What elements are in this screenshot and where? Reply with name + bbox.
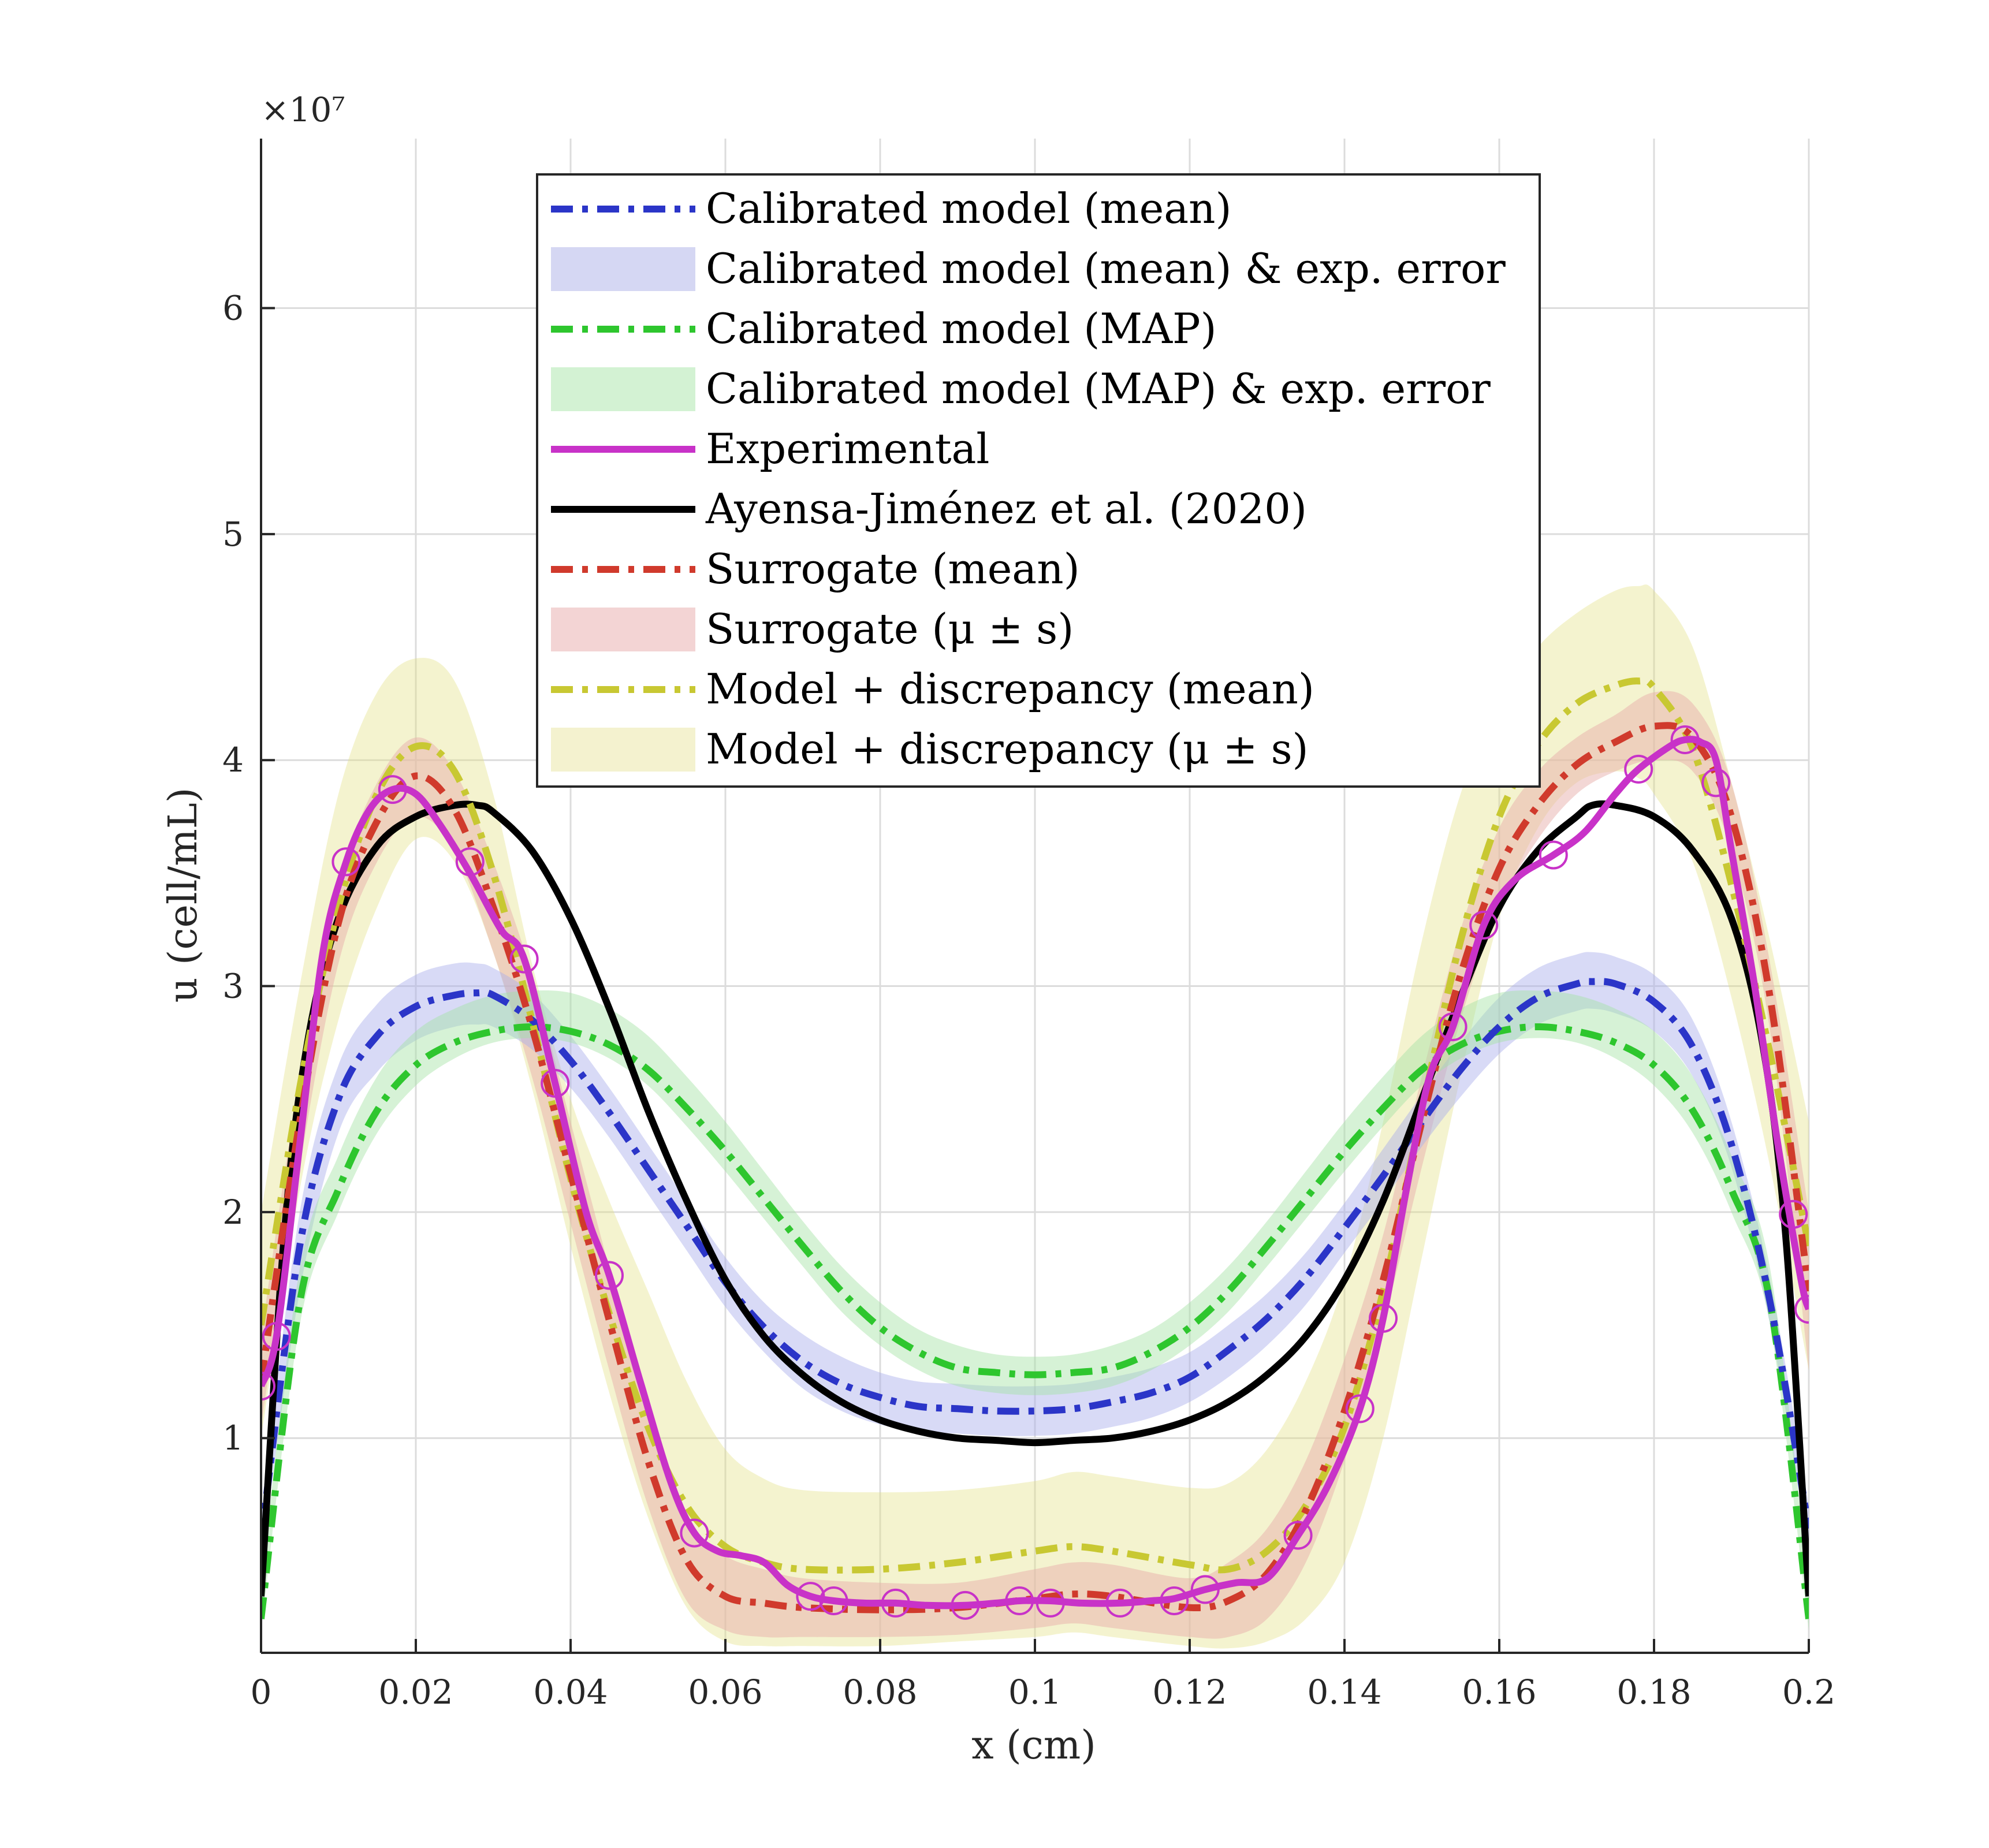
x-tick-label: 0.06 — [688, 1672, 762, 1712]
y-tick-label: 4 — [222, 740, 244, 780]
experimental-marker — [1345, 1394, 1375, 1424]
x-tick-label: 0.2 — [1782, 1672, 1835, 1712]
experimental-marker — [378, 775, 407, 804]
experimental-marker — [1283, 1521, 1313, 1550]
legend-surrogate-s-swatch — [551, 608, 695, 651]
y-tick-label: 6 — [222, 289, 244, 328]
x-tick-label: 0.08 — [843, 1672, 917, 1712]
experimental-marker — [1190, 1575, 1220, 1604]
experimental-marker — [819, 1586, 848, 1615]
experimental-marker — [881, 1588, 910, 1618]
x-tick-label: 0 — [251, 1672, 272, 1712]
legend-calibrated-model-map-exp-error-swatch — [551, 367, 695, 411]
legend-calibrated-model-map-exp-error-label: Calibrated model (MAP) & exp. error — [706, 364, 1491, 413]
experimental-marker — [1539, 840, 1568, 870]
legend-calibrated-model-mean-exp-error-label: Calibrated model (mean) & exp. error — [706, 244, 1506, 293]
series-calibrated-model-map-exp-error-band — [261, 990, 1809, 1630]
y-tick-label: 5 — [222, 515, 244, 554]
series-model-discrepancy-s-band — [261, 584, 1809, 1649]
series-ayensa-jim-nez-et-al-2020-line — [261, 800, 1809, 1597]
experimental-marker — [1701, 768, 1731, 798]
x-tick-label: 0.18 — [1616, 1672, 1691, 1712]
experimental-marker — [1438, 1012, 1467, 1041]
experimental-marker — [1369, 1303, 1398, 1333]
y-tick-label: 1 — [222, 1418, 244, 1458]
experimental-marker — [595, 1261, 624, 1290]
legend-calibrated-model-map-label: Calibrated model (MAP) — [706, 304, 1217, 353]
experimental-marker — [1469, 910, 1499, 940]
legend-box — [536, 173, 1541, 788]
series-layer — [261, 584, 1809, 1649]
experimental-marker — [1779, 1199, 1808, 1229]
experimental-marker — [541, 1068, 570, 1098]
legend-ayensa-jim-nez-et-al-2020-label: Ayensa-Jiménez et al. (2020) — [705, 485, 1307, 533]
experimental-marker — [1670, 725, 1700, 754]
y-axis-exponent-label: ×10⁷ — [261, 90, 345, 129]
experimental-marker — [951, 1590, 980, 1620]
experimental-marker — [1624, 754, 1653, 784]
experimental-marker — [332, 847, 361, 877]
y-tick-label: 2 — [222, 1193, 244, 1232]
x-tick-label: 0.1 — [1008, 1672, 1061, 1712]
legend-experimental-label: Experimental — [706, 424, 989, 473]
legend-surrogate-s-label: Surrogate (μ ± s) — [706, 605, 1074, 653]
series-model-discrepancy-mean-line — [261, 677, 1809, 1574]
ticks: 0 0.02 0.04 0.06 0.08 0.1 0.12 0.14 0.16 0.18 0.2 1… — [222, 289, 1835, 1712]
legend: Calibrated model (mean) Calibrated model … — [536, 173, 1541, 788]
x-tick-label: 0.04 — [533, 1672, 608, 1712]
y-tick-label: 3 — [222, 967, 244, 1006]
series-calibrated-model-map-line — [261, 1023, 1809, 1620]
series-experimental-line — [261, 736, 1809, 1609]
x-axis-label: x (cm) — [971, 1723, 1096, 1768]
experimental-marker — [1105, 1588, 1135, 1618]
y-axis-label: u (cell/mL) — [161, 788, 206, 1003]
experimental-marker — [455, 847, 485, 877]
x-tick-label: 0.12 — [1152, 1672, 1227, 1712]
experimental-marker — [261, 1372, 275, 1401]
legend-model-discrepancy-s-label: Model + discrepancy (μ ± s) — [706, 725, 1309, 773]
series-calibrated-model-mean-line — [261, 978, 1809, 1541]
experimental-marker — [1036, 1588, 1065, 1618]
experimental-marker — [509, 944, 539, 974]
x-tick-label: 0.16 — [1462, 1672, 1536, 1712]
legend-calibrated-model-mean-label: Calibrated model (mean) — [706, 184, 1232, 233]
experimental-marker — [1794, 1295, 1809, 1324]
legend-model-discrepancy-s-swatch — [551, 728, 695, 772]
experimental-marker — [262, 1322, 291, 1351]
x-tick-label: 0.02 — [378, 1672, 453, 1712]
legend-surrogate-mean-label: Surrogate (mean) — [706, 545, 1080, 593]
legend-calibrated-model-mean-exp-error-swatch — [551, 247, 695, 291]
x-tick-label: 0.14 — [1307, 1672, 1381, 1712]
experimental-marker — [1160, 1586, 1189, 1615]
experimental-marker — [796, 1582, 825, 1611]
legend-model-discrepancy-mean-label: Model + discrepancy (mean) — [706, 665, 1314, 713]
experimental-marker — [1005, 1586, 1034, 1615]
experimental-marker — [680, 1518, 709, 1548]
